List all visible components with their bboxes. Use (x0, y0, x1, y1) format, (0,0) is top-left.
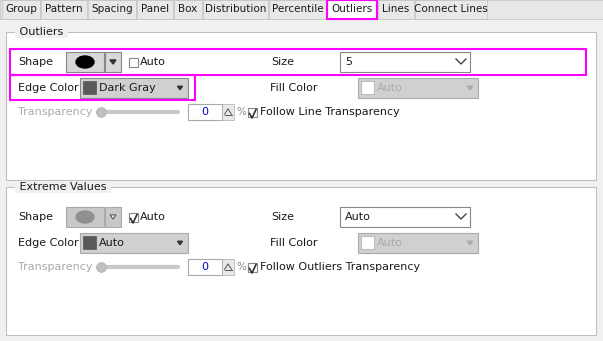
Text: Fill Color: Fill Color (270, 83, 318, 93)
Bar (415, 0, 487, 19)
Ellipse shape (76, 56, 94, 68)
Bar (222, 259, 234, 275)
Text: Auto: Auto (140, 57, 166, 67)
Polygon shape (110, 60, 116, 64)
Text: Outliers: Outliers (332, 4, 373, 15)
Text: Dark Gray: Dark Gray (99, 83, 156, 93)
Text: Group: Group (5, 4, 37, 15)
Text: Auto: Auto (140, 212, 166, 222)
Bar (340, 207, 470, 227)
Text: Auto: Auto (345, 212, 371, 222)
Text: Shape: Shape (18, 57, 53, 67)
Bar (2, 0, 40, 19)
Bar (137, 0, 173, 19)
Text: 0: 0 (201, 262, 209, 272)
Text: Shape: Shape (18, 212, 53, 222)
Bar (10, 49, 586, 75)
Bar (188, 104, 222, 120)
Text: Transparency: Transparency (18, 262, 92, 272)
Text: Fill Color: Fill Color (270, 238, 318, 248)
Bar (66, 52, 104, 72)
Text: Lines: Lines (382, 4, 409, 15)
Text: Connect Lines: Connect Lines (414, 4, 488, 15)
Bar (129, 212, 138, 222)
Bar (105, 52, 121, 72)
Text: Follow Outliers Transparency: Follow Outliers Transparency (260, 262, 420, 272)
Text: Box: Box (178, 4, 198, 15)
Bar (358, 233, 478, 253)
Bar (269, 0, 326, 19)
Bar (340, 52, 470, 72)
Text: Percentile: Percentile (272, 4, 323, 15)
Text: Auto: Auto (377, 238, 403, 248)
Text: Follow Line Transparency: Follow Line Transparency (260, 107, 400, 117)
Text: Pattern: Pattern (45, 4, 83, 15)
Bar (80, 78, 188, 98)
Text: Edge Color: Edge Color (18, 83, 78, 93)
Text: Panel: Panel (141, 4, 169, 15)
Bar (83, 81, 96, 94)
Bar (105, 207, 121, 227)
Bar (174, 0, 202, 19)
Bar (80, 233, 188, 253)
Bar (188, 259, 222, 275)
Bar (203, 0, 268, 19)
Text: Size: Size (271, 57, 294, 67)
Text: Spacing: Spacing (91, 4, 133, 15)
Polygon shape (110, 215, 116, 219)
Bar (83, 236, 96, 249)
Text: 0: 0 (201, 107, 209, 117)
Bar (248, 107, 257, 117)
Bar (88, 0, 136, 19)
Ellipse shape (76, 211, 94, 223)
Text: %: % (236, 107, 246, 117)
Text: Size: Size (271, 212, 294, 222)
Bar (66, 207, 104, 227)
Text: Distribution: Distribution (205, 4, 266, 15)
Bar (6, 187, 596, 335)
Bar (6, 32, 596, 180)
Bar (327, 0, 377, 19)
Polygon shape (177, 241, 183, 245)
Text: 5: 5 (345, 57, 352, 67)
Bar (361, 236, 374, 249)
Text: Transparency: Transparency (18, 107, 92, 117)
Text: Extreme Values: Extreme Values (16, 182, 110, 192)
Bar (248, 263, 257, 271)
Text: Auto: Auto (377, 83, 403, 93)
Polygon shape (467, 86, 473, 90)
Bar (222, 104, 234, 120)
Bar (0, 0, 603, 19)
Text: Outliers: Outliers (16, 27, 67, 37)
Bar (41, 0, 87, 19)
Polygon shape (467, 241, 473, 245)
Bar (129, 58, 138, 66)
Text: Edge Color: Edge Color (18, 238, 78, 248)
Bar (10, 75, 195, 100)
Text: Auto: Auto (99, 238, 125, 248)
Bar (361, 81, 374, 94)
Polygon shape (177, 86, 183, 90)
Bar (358, 78, 478, 98)
Text: %: % (236, 262, 246, 272)
Bar (378, 0, 414, 19)
